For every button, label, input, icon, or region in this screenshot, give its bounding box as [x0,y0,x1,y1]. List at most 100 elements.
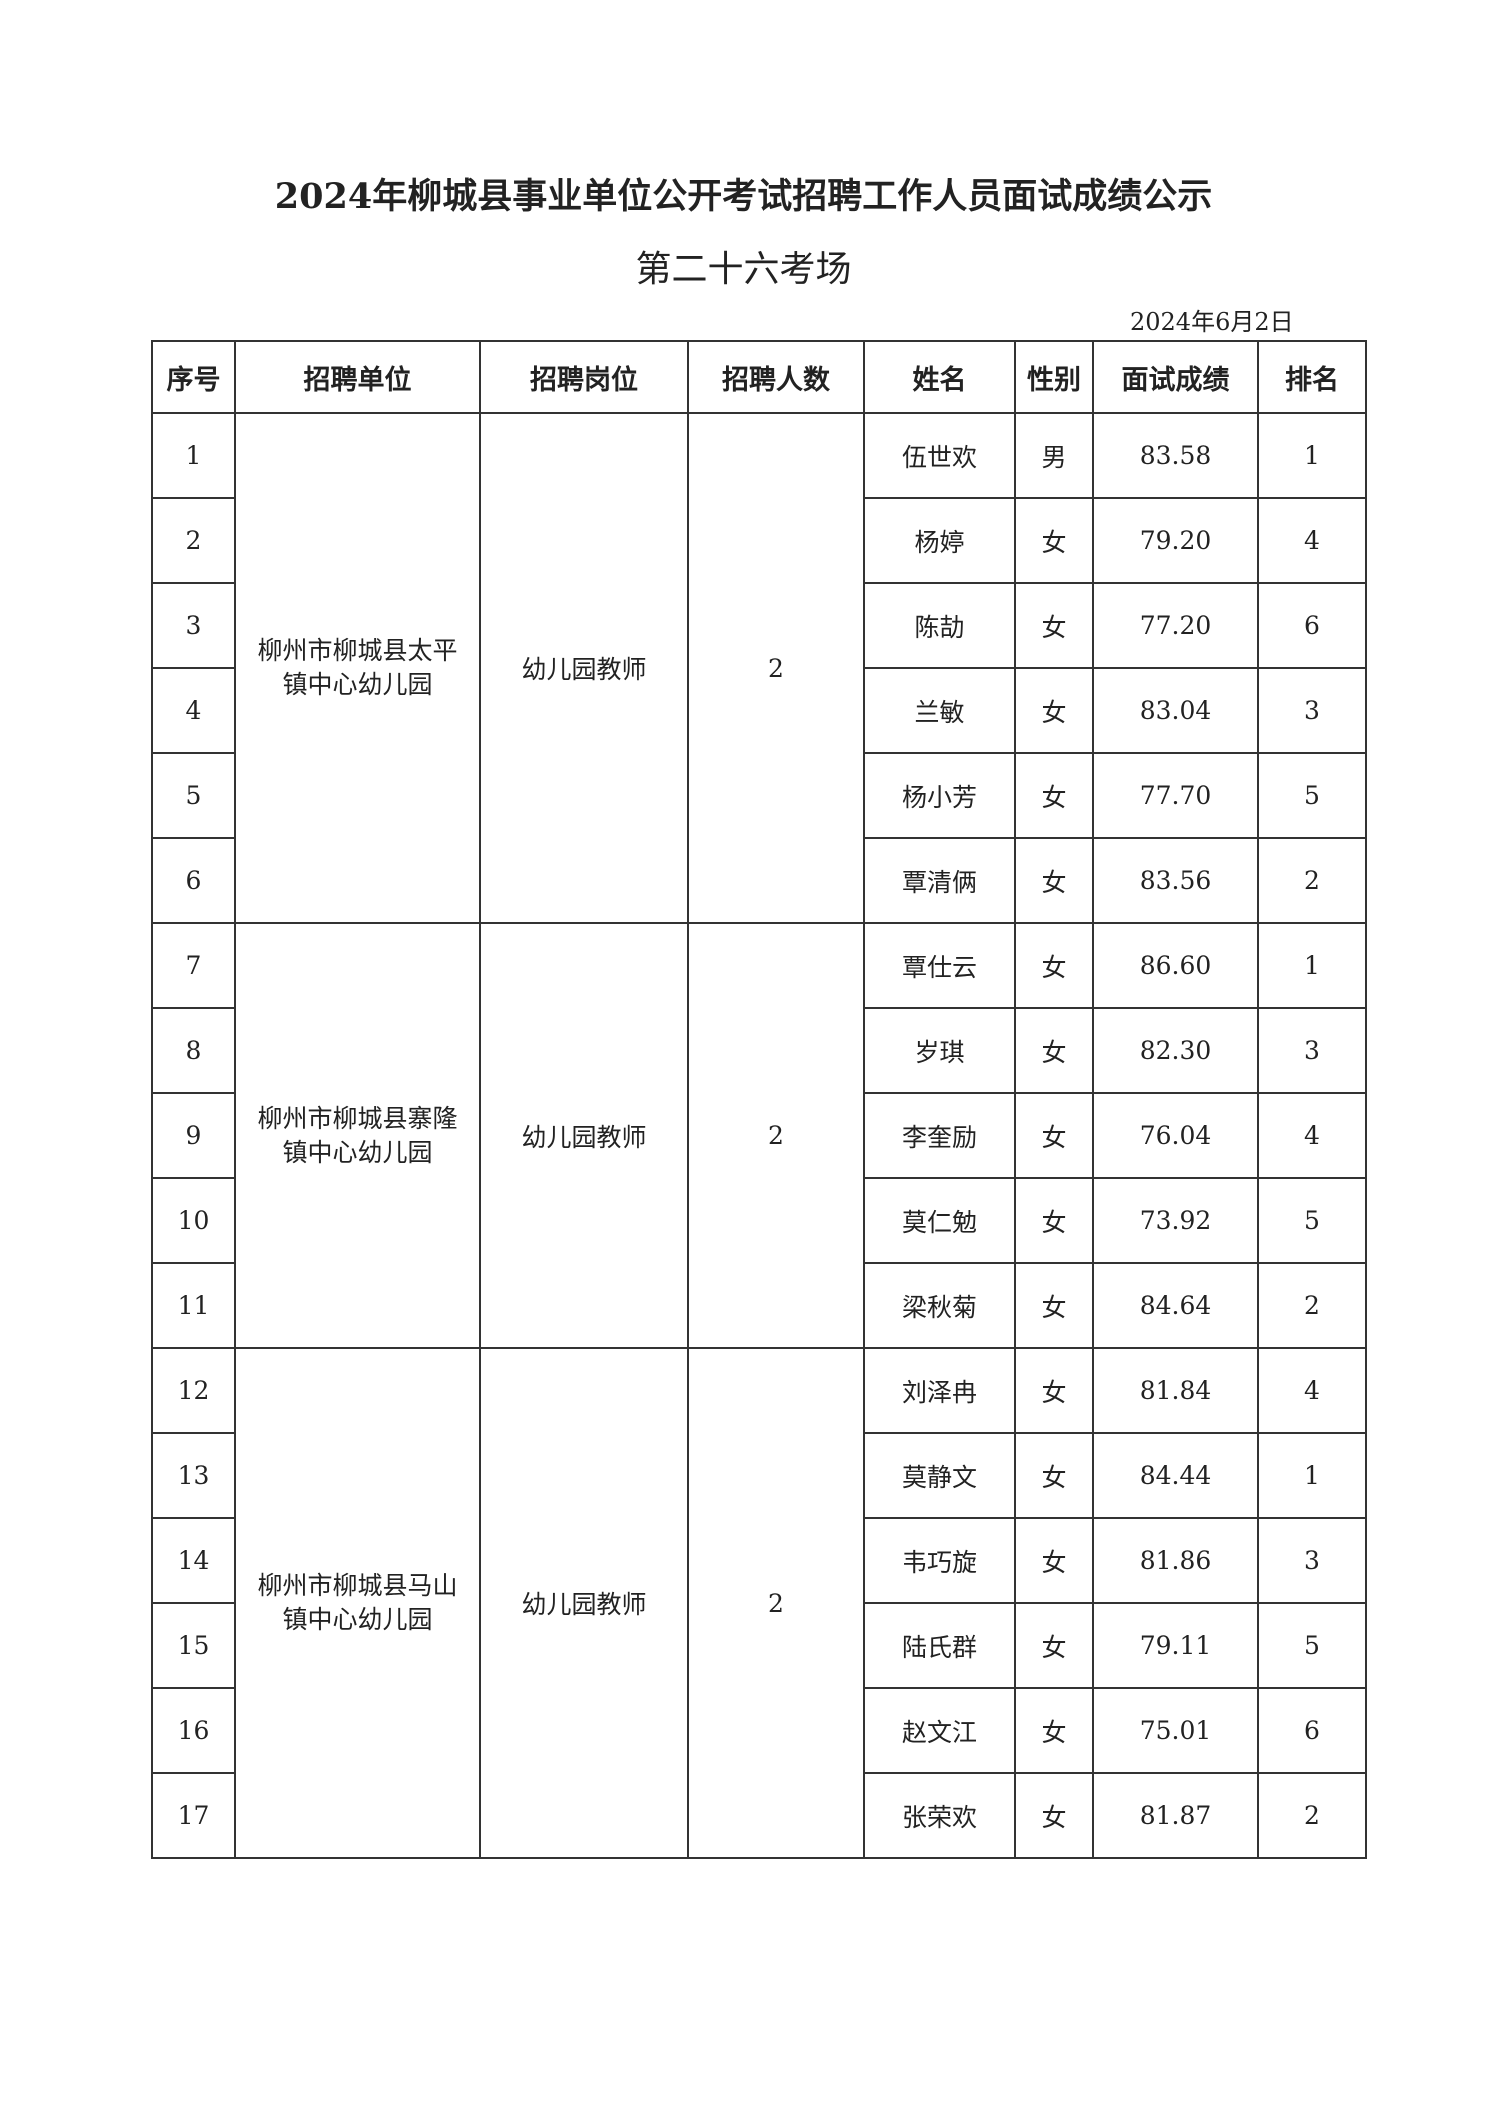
cell-gender: 女 [1014,1262,1094,1349]
cell-name: 莫仁勉 [863,1177,1016,1264]
cell-gender: 女 [1014,1687,1094,1774]
header-name: 姓名 [863,340,1016,414]
cell-score: 79.11 [1092,1602,1259,1689]
header-count: 招聘人数 [687,340,865,414]
cell-score: 76.04 [1092,1092,1259,1179]
cell-rank: 3 [1257,1517,1367,1604]
table-row: 1 柳州市柳城县太平镇中心幼儿园 幼儿园教师 2 伍世欢男 83.58 1 [151,412,1367,924]
cell-rank: 6 [1257,582,1367,669]
cell-gender: 女 [1014,922,1094,1009]
table-row: 12 柳州市柳城县马山镇中心幼儿园 幼儿园教师 2 刘泽冉女 81.84 4 [151,1347,1367,1859]
header-score: 面试成绩 [1092,340,1259,414]
table-row: 15 陆氏群女 79.11 5 [151,1602,1367,1689]
cell-position: 幼儿园教师 [479,922,689,1349]
page-title: 2024年柳城县事业单位公开考试招聘工作人员面试成绩公示 [274,176,1213,217]
cell-gender: 女 [1014,1007,1094,1094]
cell-name: 刘泽冉 [863,1347,1016,1434]
cell-gender: 女 [1014,752,1094,839]
table-row: 5 杨小芳女 77.70 5 [151,752,1367,839]
header-no: 序号 [151,340,236,414]
cell-no: 16 [151,1687,236,1774]
cell-no: 14 [151,1517,236,1604]
cell-gender: 女 [1014,582,1094,669]
table-row: 8 岁琪女 82.30 3 [151,1007,1367,1094]
table-row: 7 柳州市柳城县寨隆镇中心幼儿园 幼儿园教师 2 覃仕云女 86.60 1 [151,922,1367,1349]
table-row: 10 莫仁勉女 73.92 5 [151,1177,1367,1264]
cell-gender: 女 [1014,1772,1094,1859]
cell-gender: 女 [1014,1347,1094,1434]
cell-rank: 3 [1257,1007,1367,1094]
table-row: 14 韦巧旋女 81.86 3 [151,1517,1367,1604]
cell-no: 13 [151,1432,236,1519]
cell-name: 杨婷 [863,497,1016,584]
cell-rank: 2 [1257,837,1367,924]
header-position: 招聘岗位 [479,340,689,414]
cell-gender: 男 [1014,412,1094,499]
cell-rank: 2 [1257,1772,1367,1859]
cell-position: 幼儿园教师 [479,1347,689,1859]
table-row: 2 杨婷女 79.20 4 [151,497,1367,584]
cell-no: 7 [151,922,236,1009]
cell-score: 77.70 [1092,752,1259,839]
page-subtitle: 第二十六考场 [635,249,852,290]
header-rank: 排名 [1257,340,1367,414]
cell-no: 12 [151,1347,236,1434]
table-row: 13 莫静文女 84.44 1 [151,1432,1367,1519]
cell-name: 兰敏 [863,667,1016,754]
cell-rank: 1 [1257,1432,1367,1519]
cell-no: 5 [151,752,236,839]
cell-rank: 3 [1257,667,1367,754]
table-row: 4 兰敏女 83.04 3 [151,667,1367,754]
cell-score: 83.04 [1092,667,1259,754]
cell-score: 79.20 [1092,497,1259,584]
cell-no: 1 [151,412,236,499]
results-table: 序号 招聘单位 招聘岗位 招聘人数 姓名 性别 面试成绩 排名 1 柳州市柳城县太平镇中心幼儿园… [151,340,1367,1859]
cell-name: 赵文江 [863,1687,1016,1774]
cell-rank: 5 [1257,1602,1367,1689]
table-row: 3 陈劼女 77.20 6 [151,582,1367,669]
cell-no: 15 [151,1602,236,1689]
cell-gender: 女 [1014,1092,1094,1179]
header-gender: 性别 [1014,340,1094,414]
cell-score: 73.92 [1092,1177,1259,1264]
cell-gender: 女 [1014,667,1094,754]
cell-score: 81.84 [1092,1347,1259,1434]
cell-gender: 女 [1014,1517,1094,1604]
cell-gender: 女 [1014,1602,1094,1689]
cell-name: 杨小芳 [863,752,1016,839]
table-row: 16 赵文江女 75.01 6 [151,1687,1367,1774]
cell-no: 17 [151,1772,236,1859]
cell-position: 幼儿园教师 [479,412,689,924]
cell-score: 81.86 [1092,1517,1259,1604]
cell-score: 82.30 [1092,1007,1259,1094]
cell-count: 2 [687,412,865,924]
cell-unit: 柳州市柳城县马山镇中心幼儿园 [234,1347,481,1859]
cell-name: 覃清俩 [863,837,1016,924]
cell-unit: 柳州市柳城县太平镇中心幼儿园 [234,412,481,924]
table-row: 6 覃清俩女 83.56 2 [151,837,1367,924]
cell-score: 86.60 [1092,922,1259,1009]
cell-rank: 4 [1257,1092,1367,1179]
table-row: 17 张荣欢女 81.87 2 [151,1772,1367,1859]
publish-date: 2024年6月2日 [1130,308,1294,336]
table-header-row: 序号 招聘单位 招聘岗位 招聘人数 姓名 性别 面试成绩 排名 [151,340,1367,414]
cell-no: 6 [151,837,236,924]
cell-no: 4 [151,667,236,754]
cell-name: 韦巧旋 [863,1517,1016,1604]
cell-rank: 2 [1257,1262,1367,1349]
cell-score: 84.44 [1092,1432,1259,1519]
cell-no: 10 [151,1177,236,1264]
cell-name: 莫静文 [863,1432,1016,1519]
cell-score: 75.01 [1092,1687,1259,1774]
cell-no: 8 [151,1007,236,1094]
cell-rank: 4 [1257,1347,1367,1434]
cell-name: 陆氏群 [863,1602,1016,1689]
cell-score: 81.87 [1092,1772,1259,1859]
cell-unit: 柳州市柳城县寨隆镇中心幼儿园 [234,922,481,1349]
cell-rank: 1 [1257,922,1367,1009]
cell-rank: 6 [1257,1687,1367,1774]
cell-name: 岁琪 [863,1007,1016,1094]
cell-name: 伍世欢 [863,412,1016,499]
cell-score: 83.56 [1092,837,1259,924]
cell-name: 梁秋菊 [863,1262,1016,1349]
